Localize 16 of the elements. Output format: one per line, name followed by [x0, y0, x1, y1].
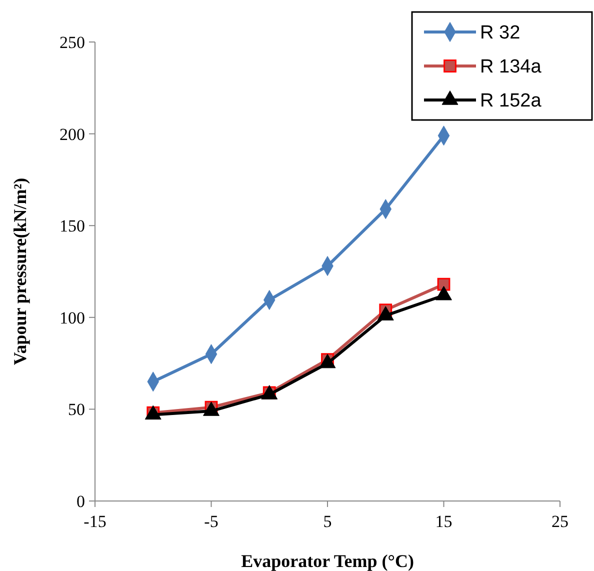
- y-tick-label: 150: [60, 216, 85, 236]
- x-tick-label: 25: [552, 512, 568, 531]
- y-tick-label: 0: [76, 492, 85, 511]
- x-tick-label: -5: [204, 512, 218, 531]
- x-tick-label: 15: [435, 512, 452, 531]
- x-tick-label: -15: [84, 512, 106, 531]
- legend-label: R 152a: [480, 90, 542, 112]
- legend-label: R 134a: [480, 56, 542, 78]
- x-axis-title: Evaporator Temp (°C): [241, 551, 414, 571]
- x-tick-label: 5: [323, 512, 332, 531]
- y-axis-title: Vapour pressure(kN/m²): [10, 178, 30, 366]
- y-tick-label: 50: [68, 400, 85, 420]
- y-tick-label: 100: [60, 308, 85, 328]
- y-tick-label: 200: [60, 124, 85, 144]
- y-tick-label: 250: [60, 32, 85, 52]
- legend-label: R 32: [480, 22, 520, 44]
